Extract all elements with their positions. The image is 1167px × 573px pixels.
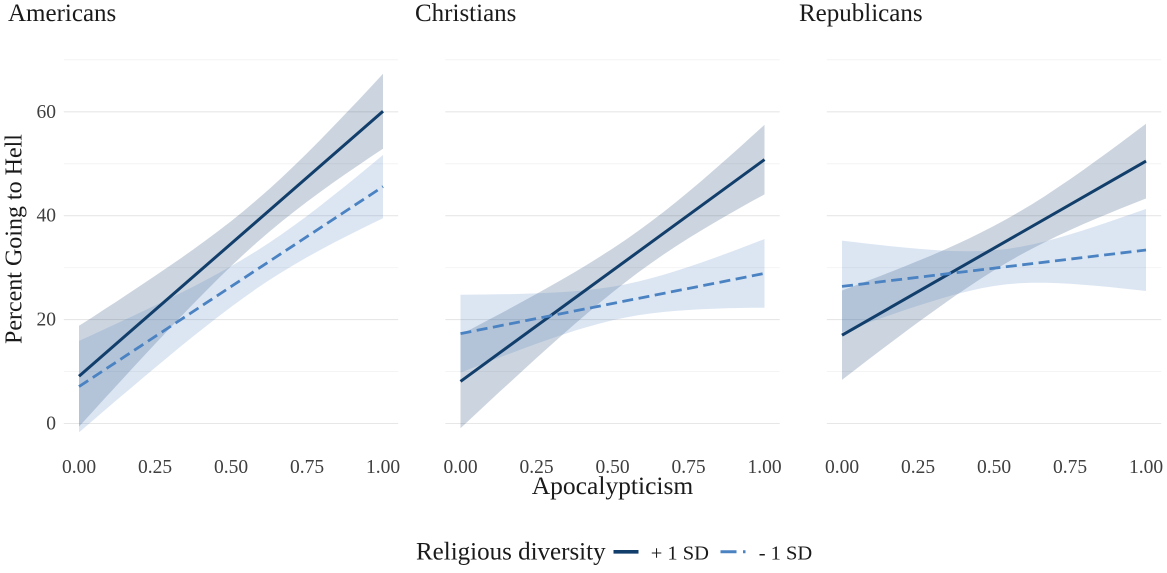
svg-text:0.75: 0.75 [1053,457,1087,478]
svg-text:Religious diversity: Religious diversity [416,539,606,566]
svg-text:0.25: 0.25 [138,457,172,478]
svg-text:0.50: 0.50 [595,457,629,478]
svg-text:0.25: 0.25 [901,457,935,478]
svg-text:Apocalypticism: Apocalypticism [532,471,694,500]
svg-text:0.00: 0.00 [62,457,96,478]
svg-text:0.25: 0.25 [519,457,553,478]
svg-text:Americans: Americans [8,0,116,27]
svg-text:0.75: 0.75 [290,457,324,478]
svg-text:+ 1 SD: + 1 SD [651,542,709,564]
svg-text:Percent Going to Hell: Percent Going to Hell [2,134,28,344]
svg-text:0.50: 0.50 [977,457,1011,478]
svg-text:0: 0 [46,414,56,435]
svg-text:60: 60 [37,102,57,123]
svg-text:0.00: 0.00 [825,457,859,478]
svg-text:1.00: 1.00 [366,457,400,478]
svg-text:0.00: 0.00 [443,457,477,478]
svg-text:20: 20 [37,310,57,331]
svg-text:0.75: 0.75 [671,457,705,478]
svg-text:- 1 SD: - 1 SD [759,542,813,564]
svg-text:1.00: 1.00 [747,457,781,478]
svg-text:0.50: 0.50 [214,457,248,478]
svg-text:40: 40 [37,206,57,227]
svg-text:Republicans: Republicans [799,0,923,27]
svg-text:1.00: 1.00 [1129,457,1163,478]
svg-text:Christians: Christians [415,0,516,27]
